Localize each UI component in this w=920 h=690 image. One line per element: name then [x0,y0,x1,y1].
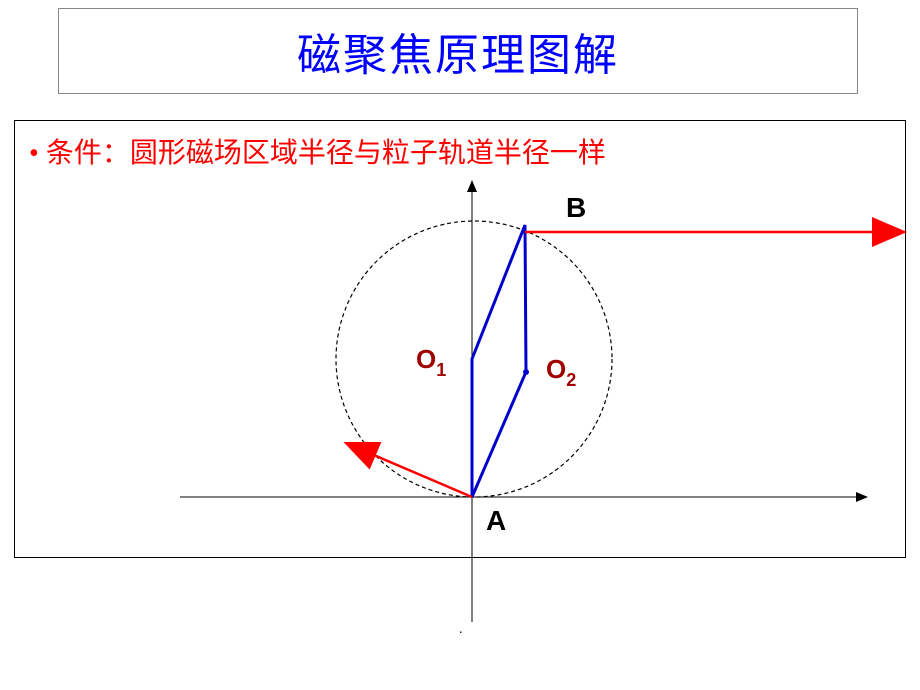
label-a: A [486,505,506,536]
footer-dot: . [459,622,463,638]
rhombus [472,225,526,497]
label-o2: O2 [546,354,576,390]
arrow-enter [348,444,472,497]
o2-dot [523,369,529,375]
label-b: B [566,192,586,223]
label-o1: O1 [416,344,446,380]
diagram-svg: B A O1 O2 [0,0,920,690]
